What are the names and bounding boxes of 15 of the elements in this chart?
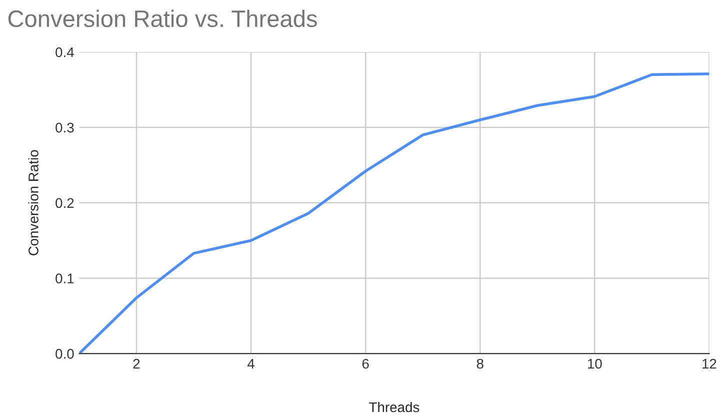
x-tick-label: 6	[362, 358, 369, 369]
y-tick-label: 0.0	[56, 348, 74, 359]
x-axis-title: Threads	[369, 402, 420, 412]
y-tick-label: 0.1	[56, 274, 74, 284]
line-series	[79, 72, 710, 354]
y-tick-label: 0.3	[56, 122, 74, 133]
y-axis-title: Conversion Ratio	[28, 150, 38, 256]
x-tick-label: 10	[588, 358, 602, 369]
y-tick-label: 0.2	[56, 198, 74, 208]
x-tick-label: 2	[133, 358, 140, 369]
y-tick-label: 0.4	[56, 47, 74, 58]
x-tick-label: 12	[702, 358, 716, 369]
x-tick-label: 8	[476, 358, 484, 369]
chart-title: Conversion Ratio vs. Threads	[8, 10, 317, 28]
x-tick-label: 4	[247, 358, 254, 369]
